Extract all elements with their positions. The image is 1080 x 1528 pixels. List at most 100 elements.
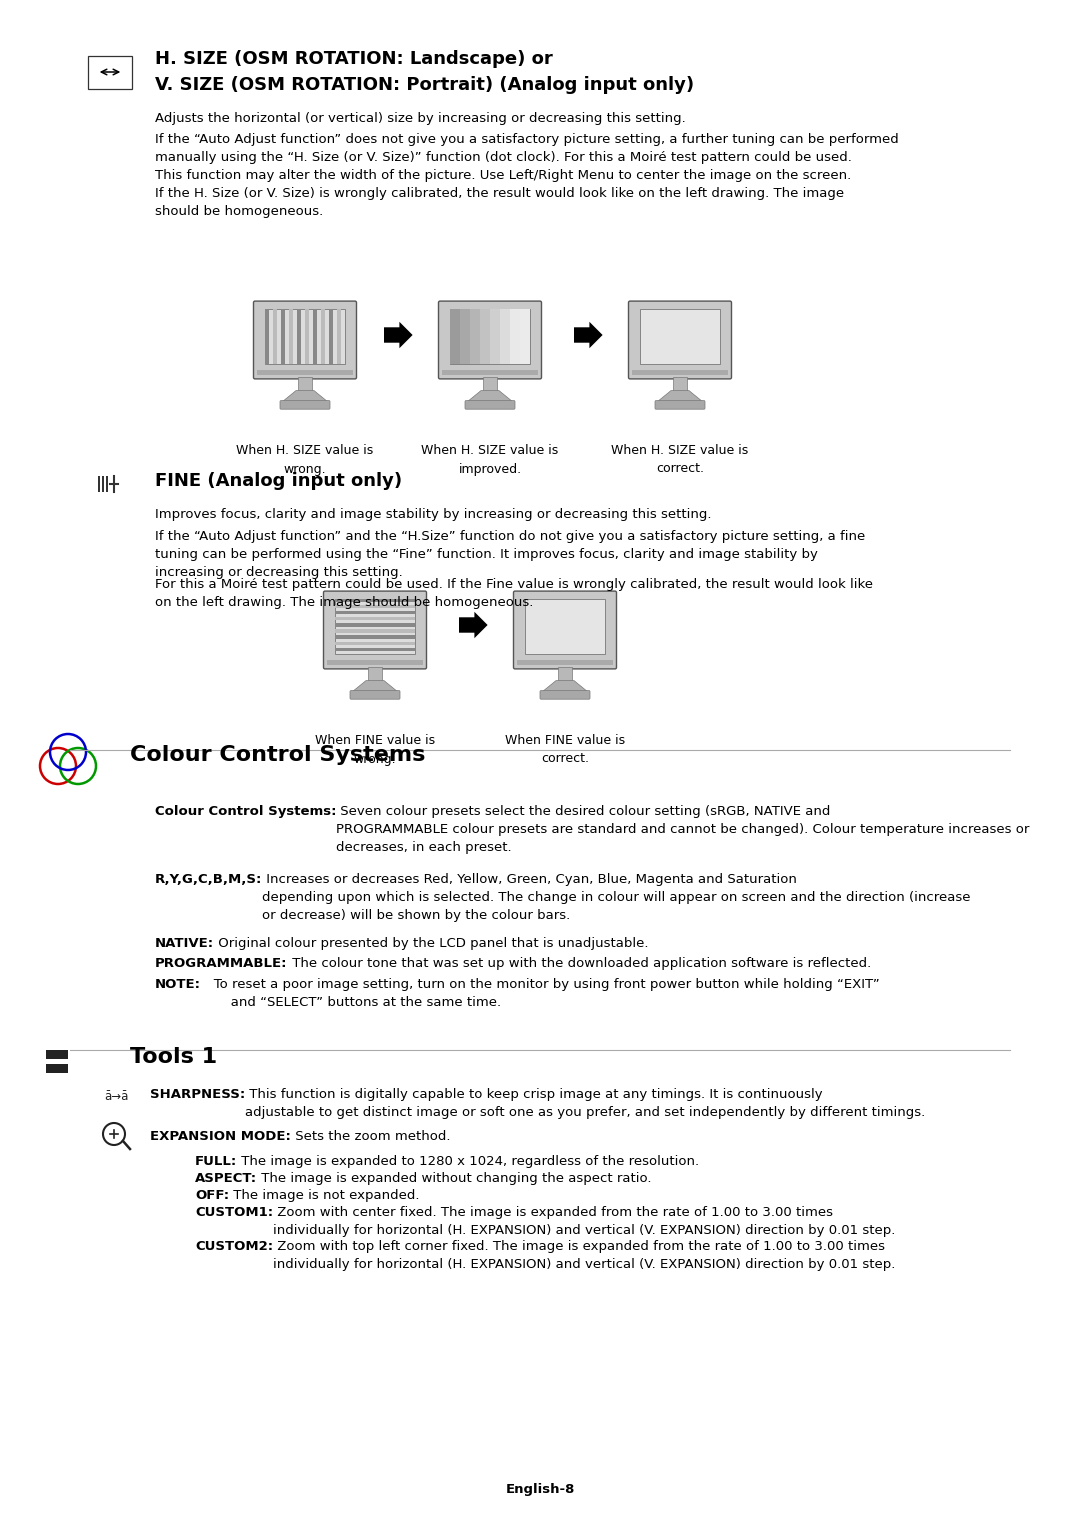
Bar: [327, 660, 423, 665]
Bar: [106, 477, 108, 492]
Text: CUSTOM1:: CUSTOM1:: [195, 1206, 273, 1219]
Text: The image is expanded without changing the aspect ratio.: The image is expanded without changing t…: [257, 1172, 651, 1186]
Bar: [368, 668, 382, 680]
Text: The image is expanded to 1280 x 1024, regardless of the resolution.: The image is expanded to 1280 x 1024, re…: [238, 1155, 700, 1167]
Text: FINE (Analog input only): FINE (Analog input only): [156, 472, 402, 490]
Text: NATIVE:: NATIVE:: [156, 937, 214, 950]
Text: Improves focus, clarity and image stability by increasing or decreasing this set: Improves focus, clarity and image stabil…: [156, 507, 712, 521]
Text: Zoom with top left corner fixed. The image is expanded from the rate of 1.00 to : Zoom with top left corner fixed. The ima…: [273, 1241, 895, 1271]
Bar: [257, 370, 353, 376]
Polygon shape: [658, 391, 702, 402]
Bar: [490, 309, 500, 364]
Text: When H. SIZE value is
improved.: When H. SIZE value is improved.: [421, 445, 558, 475]
Bar: [313, 309, 318, 364]
Bar: [265, 309, 345, 364]
Text: Colour Control Systems:: Colour Control Systems:: [156, 805, 337, 817]
Bar: [558, 668, 572, 680]
Bar: [289, 309, 293, 364]
Bar: [450, 309, 460, 364]
Text: Seven colour presets select the desired colour setting (sRGB, NATIVE and
PROGRAM: Seven colour presets select the desired …: [337, 805, 1030, 854]
Text: The image is not expanded.: The image is not expanded.: [229, 1189, 420, 1203]
Text: Sets the zoom method.: Sets the zoom method.: [291, 1131, 450, 1143]
Bar: [442, 370, 538, 376]
Bar: [335, 630, 415, 633]
Bar: [335, 636, 415, 639]
Text: V. SIZE (OSM ROTATION: Portrait) (Analog input only): V. SIZE (OSM ROTATION: Portrait) (Analog…: [156, 76, 694, 95]
Text: To reset a poor image setting, turn on the monitor by using front power button w: To reset a poor image setting, turn on t…: [201, 978, 880, 1008]
Bar: [470, 309, 480, 364]
Polygon shape: [542, 680, 588, 692]
Bar: [298, 377, 312, 391]
Bar: [519, 309, 530, 364]
Text: Zoom with center fixed. The image is expanded from the rate of 1.00 to 3.00 time: Zoom with center fixed. The image is exp…: [273, 1206, 895, 1238]
Bar: [297, 309, 301, 364]
Text: FULL:: FULL:: [195, 1155, 238, 1167]
Text: NOTE:: NOTE:: [156, 978, 201, 992]
Bar: [281, 309, 285, 364]
Bar: [273, 309, 276, 364]
Text: R,Y,G,C,B,M,S:: R,Y,G,C,B,M,S:: [156, 872, 262, 886]
Text: English-8: English-8: [505, 1484, 575, 1496]
Bar: [335, 617, 415, 620]
Bar: [335, 623, 415, 626]
Text: Original colour presented by the LCD panel that is unadjustable.: Original colour presented by the LCD pan…: [214, 937, 649, 950]
Text: If the “Auto Adjust function” does not give you a satisfactory picture setting, : If the “Auto Adjust function” does not g…: [156, 133, 899, 219]
Bar: [265, 309, 269, 364]
Text: SHARPNESS:: SHARPNESS:: [150, 1088, 245, 1102]
Bar: [305, 309, 309, 364]
Bar: [335, 642, 415, 645]
Text: Increases or decreases Red, Yellow, Green, Cyan, Blue, Magenta and Saturation
de: Increases or decreases Red, Yellow, Gree…: [262, 872, 971, 921]
Bar: [87, 55, 132, 89]
FancyBboxPatch shape: [280, 400, 330, 410]
Text: Adjusts the horizontal (or vertical) size by increasing or decreasing this setti: Adjusts the horizontal (or vertical) siz…: [156, 112, 686, 125]
Bar: [510, 309, 519, 364]
Bar: [500, 309, 510, 364]
Bar: [46, 1050, 52, 1059]
Polygon shape: [459, 611, 487, 639]
Bar: [525, 599, 605, 654]
Bar: [335, 648, 415, 651]
Text: For this a Moiré test pattern could be used. If the Fine value is wrongly calibr: For this a Moiré test pattern could be u…: [156, 578, 873, 610]
Bar: [50, 1063, 68, 1073]
Bar: [102, 477, 104, 492]
FancyBboxPatch shape: [513, 591, 617, 669]
Text: When FINE value is
correct.: When FINE value is correct.: [505, 735, 625, 766]
Text: H. SIZE (OSM ROTATION: Landscape) or: H. SIZE (OSM ROTATION: Landscape) or: [156, 50, 553, 69]
FancyBboxPatch shape: [254, 301, 356, 379]
FancyBboxPatch shape: [350, 691, 400, 700]
Bar: [673, 377, 687, 391]
Text: When FINE value is
wrong.: When FINE value is wrong.: [315, 735, 435, 766]
Bar: [337, 309, 341, 364]
Text: The colour tone that was set up with the downloaded application software is refl: The colour tone that was set up with the…: [287, 957, 870, 970]
Bar: [450, 309, 530, 364]
Polygon shape: [352, 680, 397, 692]
Polygon shape: [573, 322, 603, 348]
Text: Colour Control Systems: Colour Control Systems: [130, 746, 426, 766]
Bar: [483, 377, 497, 391]
Text: EXPANSION MODE:: EXPANSION MODE:: [150, 1131, 291, 1143]
Polygon shape: [468, 391, 513, 402]
Text: When H. SIZE value is
wrong.: When H. SIZE value is wrong.: [237, 445, 374, 475]
Bar: [321, 309, 325, 364]
Polygon shape: [384, 322, 413, 348]
FancyBboxPatch shape: [540, 691, 590, 700]
Polygon shape: [283, 391, 327, 402]
Text: If the “Auto Adjust function” and the “H.Size” function do not give you a satisf: If the “Auto Adjust function” and the “H…: [156, 530, 865, 579]
Bar: [335, 611, 415, 614]
FancyBboxPatch shape: [438, 301, 541, 379]
Text: Tools 1: Tools 1: [130, 1047, 217, 1067]
Bar: [517, 660, 613, 665]
Bar: [480, 309, 490, 364]
Bar: [335, 599, 415, 602]
Bar: [335, 599, 415, 654]
Bar: [335, 605, 415, 608]
Text: ASPECT:: ASPECT:: [195, 1172, 257, 1186]
Bar: [329, 309, 333, 364]
FancyBboxPatch shape: [629, 301, 731, 379]
FancyBboxPatch shape: [324, 591, 427, 669]
FancyBboxPatch shape: [654, 400, 705, 410]
Bar: [640, 309, 720, 364]
Bar: [632, 370, 728, 376]
Text: CUSTOM2:: CUSTOM2:: [195, 1241, 273, 1253]
Bar: [98, 477, 100, 492]
